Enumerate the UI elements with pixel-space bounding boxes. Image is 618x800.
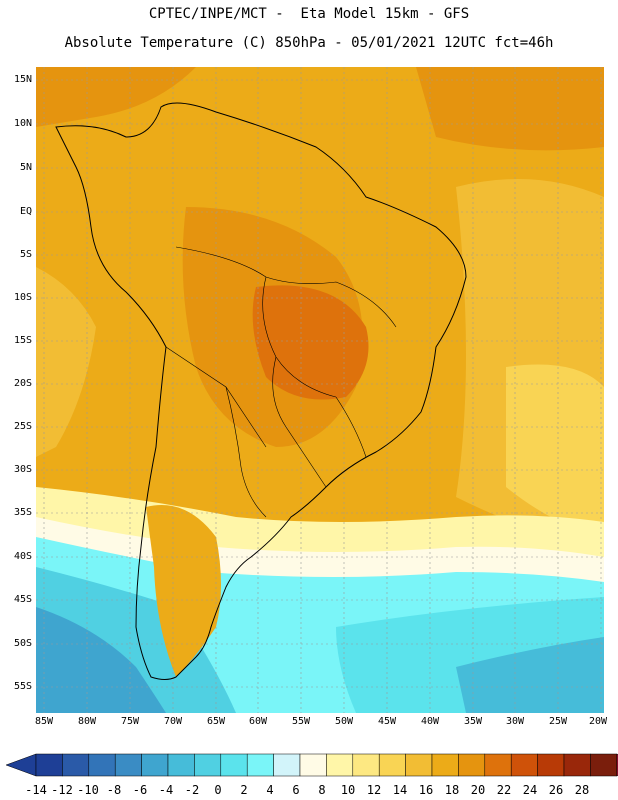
colorbar-low-arrow	[6, 753, 37, 777]
lon-label-70w: 70W	[163, 716, 183, 727]
lat-label-5n: 5N	[19, 162, 32, 173]
colorbar-label: 4	[266, 783, 274, 797]
lon-label-45w: 45W	[377, 716, 397, 727]
lon-label-65w: 65W	[206, 716, 226, 727]
field-atlantic-cool	[506, 364, 604, 537]
lat-label-55s: 55S	[13, 681, 32, 692]
lon-label-35w: 35W	[463, 716, 483, 727]
field-pacific-cool	[36, 267, 96, 457]
field-continent-hot	[252, 285, 369, 400]
field-north-atlantic-warm	[416, 67, 604, 151]
colorbar-swatch	[141, 753, 169, 777]
country-borders	[165, 246, 397, 518]
lon-label-80w: 80W	[77, 716, 97, 727]
colorbar-label: 24	[522, 783, 538, 797]
lat-label-50s: 50S	[13, 638, 32, 649]
lat-label-15s: 15S	[13, 335, 32, 346]
lat-label-15n: 15N	[13, 74, 32, 85]
colorbar-label: -14	[25, 783, 47, 797]
lon-label-85w: 85W	[34, 716, 54, 727]
colorbar-swatch	[114, 753, 142, 777]
colorbar-swatch	[326, 753, 354, 777]
colorbar-swatch	[220, 753, 248, 777]
colorbar-label: -6	[132, 783, 148, 797]
field-patagonia-warm	[146, 505, 221, 677]
colorbar-swatch	[484, 753, 512, 777]
field-north-pacific-warm	[36, 67, 196, 127]
lon-label-55w: 55W	[291, 716, 311, 727]
lon-label-25w: 25W	[548, 716, 568, 727]
lat-label-45s: 45S	[13, 594, 32, 605]
temperature-colorbar	[6, 753, 618, 777]
lat-label-40s: 40S	[13, 551, 32, 562]
lon-label-75w: 75W	[120, 716, 140, 727]
field-band-colder	[36, 607, 166, 713]
colorbar-label: 6	[292, 783, 300, 797]
colorbar-label: 8	[318, 783, 326, 797]
colorbar-label: -4	[158, 783, 174, 797]
colorbar-label: 14	[392, 783, 408, 797]
lon-label-50w: 50W	[334, 716, 354, 727]
colorbar-swatch	[273, 753, 301, 777]
colorbar-swatch	[352, 753, 380, 777]
colorbar-label: 16	[418, 783, 434, 797]
colorbar-label: 2	[240, 783, 248, 797]
colorbar-label: -12	[51, 783, 73, 797]
colorbar-label: -8	[106, 783, 122, 797]
colorbar-swatch	[510, 753, 538, 777]
colorbar-label: -2	[184, 783, 200, 797]
colorbar-label: 0	[214, 783, 222, 797]
lat-label-30s: 30S	[13, 464, 32, 475]
colorbar-swatch	[378, 753, 406, 777]
lat-label-25s: 25S	[13, 421, 32, 432]
colorbar-swatch	[563, 753, 591, 777]
colorbar-label: 28	[574, 783, 590, 797]
colorbar-swatch	[431, 753, 459, 777]
colorbar-swatch	[62, 753, 90, 777]
colorbar-swatch	[458, 753, 486, 777]
colorbar-label: 20	[470, 783, 486, 797]
south-america-coastline	[55, 102, 467, 680]
lon-label-40w: 40W	[420, 716, 440, 727]
lat-label-5s: 5S	[19, 249, 32, 260]
colorbar-label: 18	[444, 783, 460, 797]
colorbar-swatch	[167, 753, 195, 777]
lat-label-10s: 10S	[13, 292, 32, 303]
field-band-cold-east	[456, 637, 604, 713]
colorbar-label: 10	[340, 783, 356, 797]
colorbar-swatch	[246, 753, 274, 777]
lon-label-20w: 20W	[588, 716, 608, 727]
colorbar-label: 12	[366, 783, 382, 797]
colorbar-label: 26	[548, 783, 564, 797]
chart-title-line2: Absolute Temperature (C) 850hPa - 05/01/…	[64, 35, 554, 51]
colorbar-swatch	[537, 753, 565, 777]
chart-title-line1: CPTEC/INPE/MCT - Eta Model 15km - GFS	[148, 6, 470, 22]
temperature-map	[36, 67, 604, 713]
lat-label-10n: 10N	[13, 118, 32, 129]
colorbar-label: 22	[496, 783, 512, 797]
colorbar-swatch	[88, 753, 116, 777]
lon-label-30w: 30W	[505, 716, 525, 727]
colorbar-swatch	[194, 753, 222, 777]
lat-label-20s: 20S	[13, 378, 32, 389]
lat-label-35s: 35S	[13, 507, 32, 518]
colorbar-label: -10	[77, 783, 99, 797]
lon-label-60w: 60W	[248, 716, 268, 727]
colorbar-swatch	[590, 753, 618, 777]
colorbar-swatch	[299, 753, 327, 777]
colorbar-swatch	[35, 753, 63, 777]
colorbar-swatch	[405, 753, 433, 777]
lat-label-eq: EQ	[19, 206, 32, 217]
